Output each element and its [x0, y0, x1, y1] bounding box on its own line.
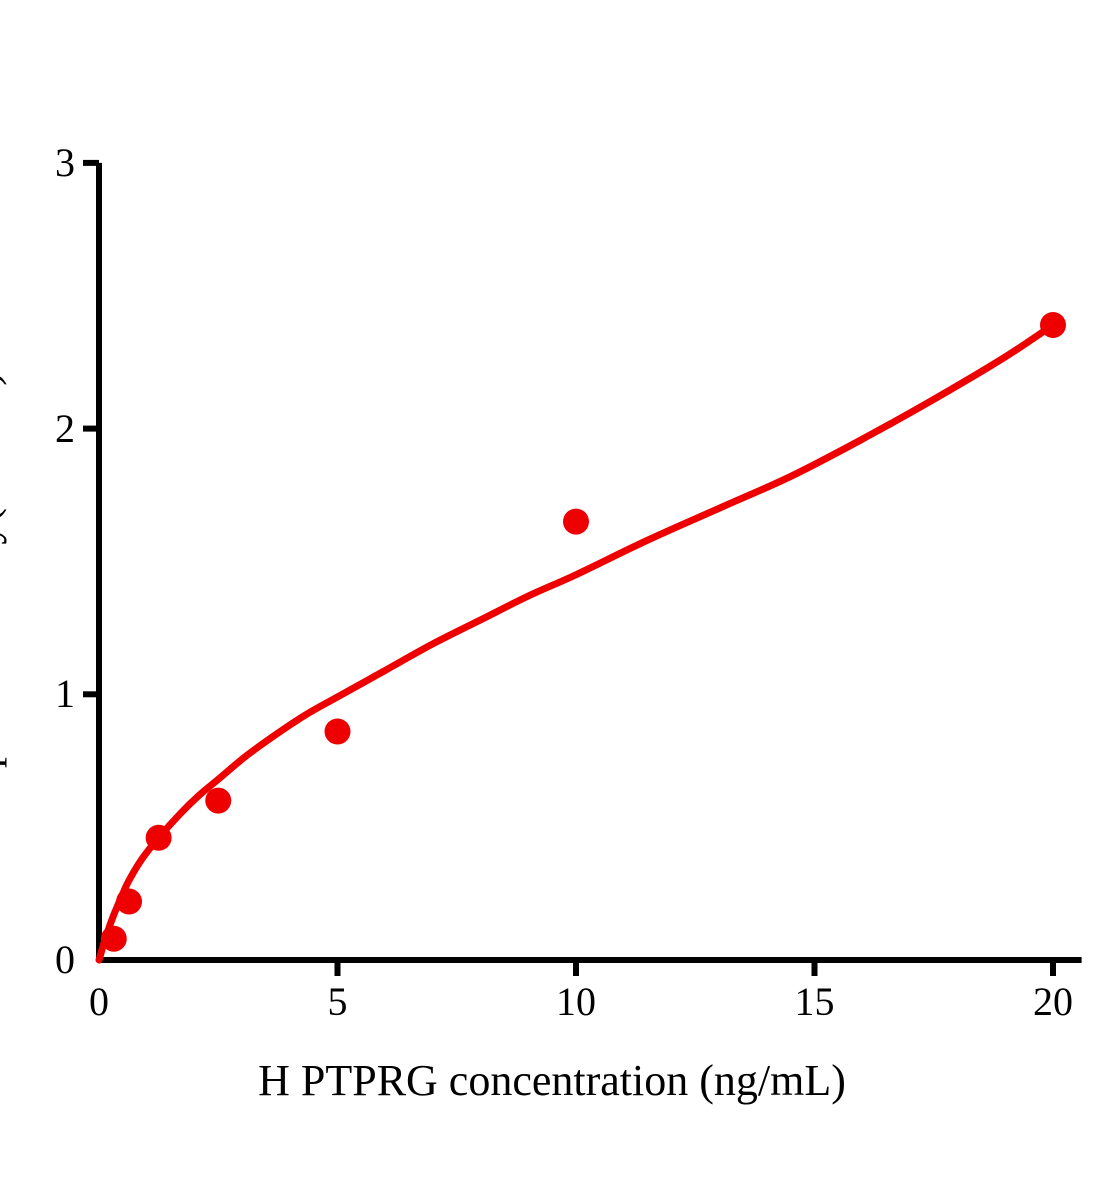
x-axis-title: H PTPRG concentration (ng/mL) [258, 1056, 846, 1105]
data-point-marker [205, 787, 232, 814]
fit-curve [95, 321, 1057, 964]
axes [83, 159, 1082, 976]
y-tick-label: 1 [55, 671, 75, 717]
data-point-marker [145, 824, 172, 851]
y-tick-label: 3 [55, 139, 75, 185]
x-tick-label: 15 [794, 979, 835, 1024]
x-tick-label: 10 [556, 979, 596, 1024]
y-tick-label: 0 [55, 937, 75, 982]
data-point-marker [100, 925, 127, 952]
data-point-marker [1040, 311, 1066, 338]
data-point-marker [324, 718, 351, 745]
x-tick-label: 20 [1033, 979, 1073, 1024]
x-tick-label: 0 [89, 979, 109, 1024]
data-point-marker [563, 508, 589, 535]
standard-curve-line [95, 321, 1057, 964]
y-tick-label: 2 [55, 405, 75, 451]
data-point-marker [116, 888, 143, 915]
data-points [100, 311, 1066, 952]
y-axis-title: Optical Density(450nm) [0, 371, 7, 800]
x-tick-label: 5 [327, 979, 348, 1024]
